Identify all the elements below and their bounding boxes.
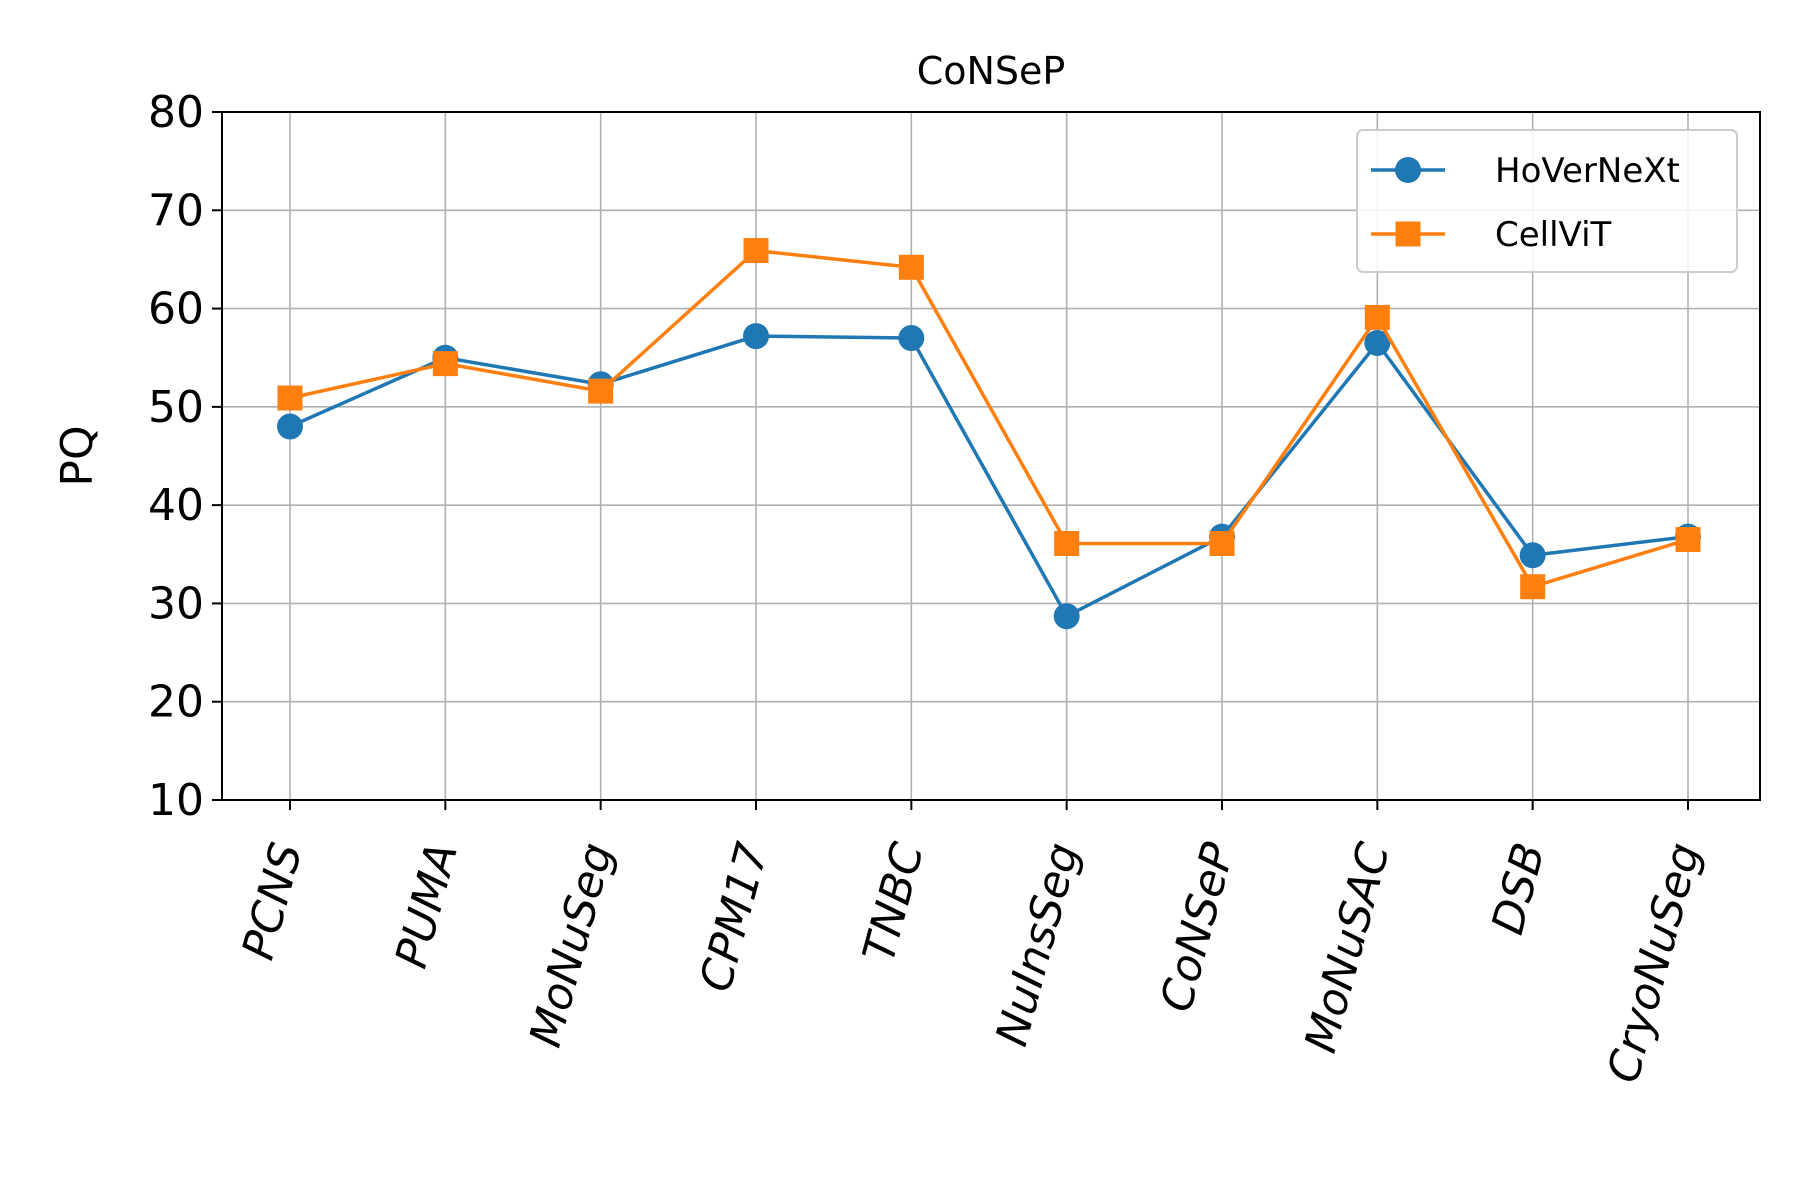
data-point [277, 385, 303, 411]
x-tick-label: MoNuSeg [520, 838, 623, 1053]
y-tick-label: 10 [148, 775, 204, 826]
legend-label: CellViT [1495, 215, 1612, 255]
grid-lines [222, 112, 1760, 800]
series-line [289, 248, 1689, 589]
plot-frame [221, 111, 1761, 801]
x-tick-label: PUMA [386, 838, 468, 974]
data-point [1054, 530, 1080, 556]
data-point [743, 323, 769, 350]
series-hovernext [277, 323, 1701, 630]
legend: HoVerNeXt CellViT [1356, 129, 1738, 273]
data-point [1209, 530, 1235, 556]
legend-label: HoVerNeXt [1495, 151, 1680, 191]
y-tick-label: 80 [148, 87, 204, 138]
x-tick-label: NuInsSeg [986, 838, 1089, 1052]
legend-item: HoVerNeXt [1371, 151, 1680, 191]
data-point [743, 238, 769, 264]
data-point [277, 413, 303, 440]
series-layer [277, 238, 1701, 630]
y-tick-label: 50 [148, 382, 204, 433]
data-point [1053, 603, 1080, 630]
y-tick-label: 30 [148, 578, 204, 629]
legend-marker [1395, 221, 1421, 247]
y-tick-label: 20 [148, 677, 204, 728]
series-line [289, 334, 1689, 618]
x-tick-label: CryoNuSeg [1598, 838, 1711, 1088]
data-point [1675, 527, 1701, 553]
legend-item: CellViT [1371, 215, 1612, 255]
data-point [1364, 329, 1391, 356]
chart-title: CoNSeP [917, 49, 1066, 93]
legend-marker [1395, 157, 1421, 183]
y-tick-label: 70 [148, 185, 204, 236]
y-tick-label: 60 [148, 284, 204, 335]
x-tick-label: CoNSeP [1151, 837, 1245, 1017]
x-tick-label: CPM17 [690, 838, 778, 997]
data-point [1520, 574, 1546, 600]
y-tick-label: 40 [148, 480, 204, 531]
data-point [898, 254, 924, 280]
x-tick-label: TNBC [853, 837, 934, 967]
x-tick-label: DSB [1482, 838, 1555, 940]
data-point [432, 351, 458, 377]
data-point [898, 325, 925, 352]
data-point [588, 378, 614, 404]
series-cellvit [277, 238, 1701, 600]
y-axis-label: PQ [52, 425, 103, 486]
x-tick-label: PCNS [233, 838, 313, 965]
data-point [1519, 542, 1546, 569]
x-tick-label: MoNuSAC [1295, 837, 1400, 1058]
data-point [1364, 304, 1390, 330]
legend-box [1356, 129, 1738, 273]
